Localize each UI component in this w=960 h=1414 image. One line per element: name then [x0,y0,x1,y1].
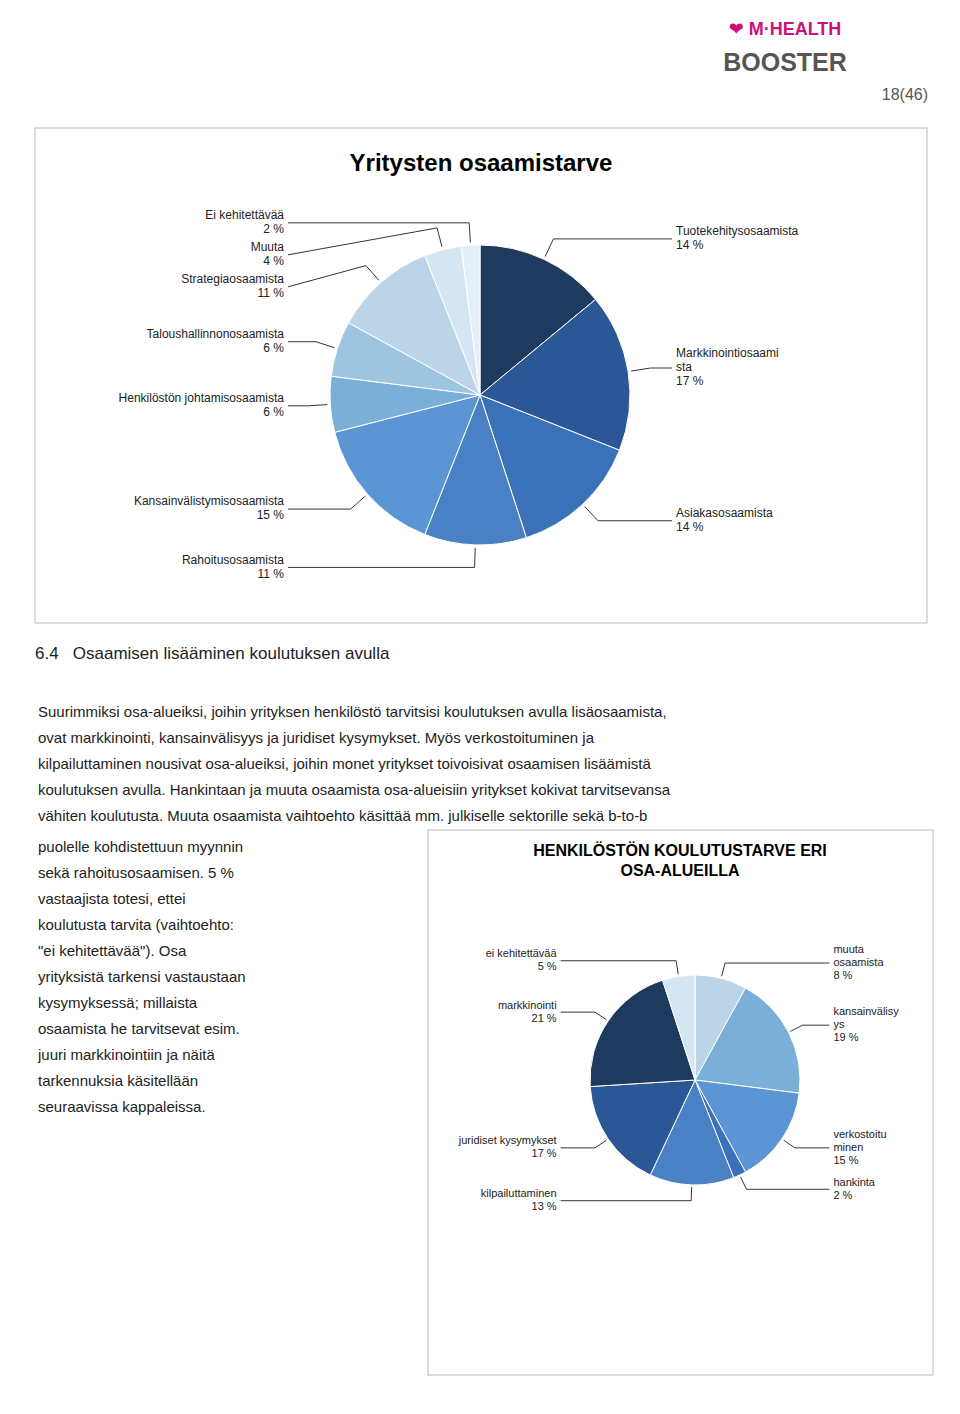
body-text: vähiten koulutusta. Muuta osaamista vaih… [38,807,647,824]
body-text: kilpailuttaminen nousivat osa-alueiksi, … [38,755,651,772]
chart-title: HENKILÖSTÖN KOULUTUSTARVE ERIOSA-ALUEILL… [533,841,827,879]
leader-line [741,1177,830,1189]
leader-line [288,266,379,287]
side-text: "ei kehitettävää"). Osa [38,942,187,959]
slice-label: verkostoituminen [833,1128,886,1153]
value-label: 4 % [263,254,284,268]
pie-slice [461,245,480,395]
page: ❤ M·HEALTH BOOSTER 18(46) Yritysten osaamis… [0,0,960,1414]
value-label: 15 % [833,1154,858,1166]
data-labels: muutaosaamista8 % kansainvälisyys19 % verk… [458,943,900,1212]
logo-text: BOOSTER [723,48,847,76]
side-text: koulutusta tarvita (vaihtoehto: [38,916,234,933]
pie-slice [663,975,695,1080]
slice-label: Markkinointiosaamista [676,346,779,374]
chart-frame [35,128,927,623]
side-text: sekä rahoitusosaamisen. 5 % [38,864,234,881]
slice-label: Asiakasosaamista [676,506,773,520]
slice-label: Rahoitusosaamista [182,553,284,567]
leader-line [561,1140,607,1148]
slice-label: markkinointi [498,999,557,1011]
value-label: 11 % [258,286,285,300]
slice-label: Henkilöstön johtamisosaamista [119,391,285,405]
slices [590,975,800,1185]
leader-line [631,368,672,371]
chart-frame [428,830,933,1375]
slices [330,245,630,545]
side-text: vastaajista totesi, ettei [38,890,186,907]
section-heading: 6.4 Osaamisen lisääminen koulutuksen avu… [35,644,390,663]
data-labels: Tuotekehitysosaamista14 %Markkinointiosa… [119,208,799,581]
value-label: 11 % [258,567,285,581]
value-label: 21 % [532,1012,557,1024]
leader-line [585,507,672,521]
slice-label: Kansainvälistymisosaamista [134,494,284,508]
leader-line [288,228,442,255]
slice-label: Tuotekehitysosaamista [676,224,799,238]
body-text: ovat markkinointi, kansainvälisyys ja ju… [38,729,595,746]
value-label: 5 % [538,960,557,972]
slice-label: Taloushallinnonosaamista [147,327,285,341]
side-text: kysymyksessä; millaista [38,994,198,1011]
slice-label: kilpailuttaminen [481,1187,557,1199]
side-text: puolelle kohdistettuun myynnin [38,838,243,855]
leader-line [545,239,672,257]
leader-line [561,1012,607,1020]
chart-title: Yritysten osaamistarve [350,149,613,176]
body-text: koulutuksen avulla. Hankintaan ja muuta … [38,781,671,798]
pie-chart: HENKILÖSTÖN KOULUTUSTARVE ERIOSA-ALUEILL… [458,841,900,1212]
value-label: 17 % [532,1147,557,1159]
leader-line [561,1187,692,1201]
value-label: 14 % [676,238,704,252]
pie-chart: Yritysten osaamistarve Tuotekehitysosaami… [119,149,799,580]
slice-label: kansainvälisyys [833,1005,899,1030]
slice-label: Strategiaosaamista [181,272,284,286]
value-label: 17 % [676,374,704,388]
value-label: 2 % [263,222,284,236]
pie-slice [590,1080,695,1175]
page-number: 18(46) [882,86,928,103]
body-text: Suurimmiksi osa-alueiksi, joihin yrityks… [38,703,667,720]
leader-line [288,342,334,348]
slice-label: muutaosaamista [833,943,884,968]
leader-line [288,548,475,567]
value-label: 14 % [676,520,704,534]
value-label: 6 % [263,341,284,355]
pie-slice [695,988,800,1093]
value-label: 19 % [833,1031,858,1043]
value-label: 13 % [532,1200,557,1212]
side-text: tarkennuksia käsitellään [38,1072,198,1089]
slice-label: Ei kehitettävää [205,208,284,222]
logo-text: ❤ M·HEALTH [729,19,842,39]
leader-line [288,496,365,509]
value-label: 8 % [833,969,852,981]
side-text: yrityksistä tarkensi vastaustaan [38,968,246,985]
side-text: osaamista he tarvitsevat esim. [38,1020,240,1037]
slice-label: Muuta [251,240,285,254]
slice-label: hankinta [833,1176,875,1188]
side-text: seuraavissa kappaleissa. [38,1098,206,1115]
slice-label: ei kehitettävää [486,947,558,959]
leader-line [288,405,327,406]
value-label: 15 % [257,508,285,522]
leader-line [561,961,679,974]
leader-line [790,1025,829,1031]
leader-line [288,223,470,242]
leader-line [722,963,830,976]
slice-label: juridiset kysymykset [458,1134,557,1146]
side-text: juuri markkinointiin ja näitä [37,1046,215,1063]
leader-line [784,1140,830,1148]
value-label: 6 % [263,405,284,419]
value-label: 2 % [833,1189,852,1201]
